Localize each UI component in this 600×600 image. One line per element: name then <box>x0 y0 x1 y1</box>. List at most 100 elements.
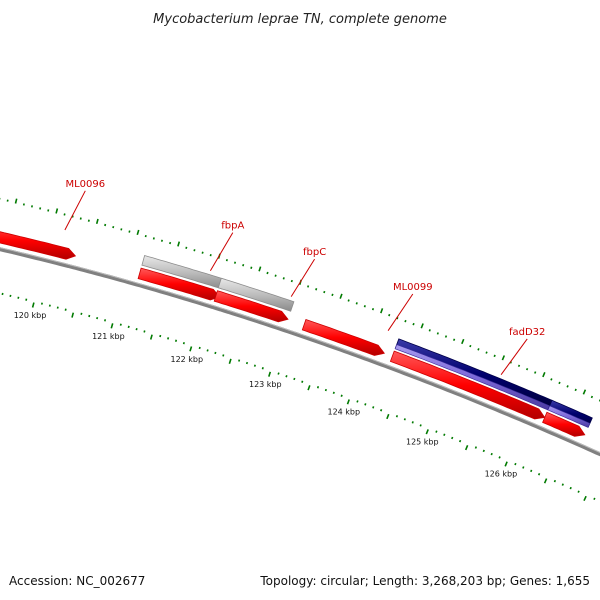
inner-tick <box>537 472 541 476</box>
outer-tick <box>331 293 334 297</box>
inner-tick <box>25 298 28 301</box>
outer-tick <box>193 249 196 252</box>
inner-tick <box>504 461 508 467</box>
gene-labels: ML0096 fbpA fbpC ML0099 fadD32 <box>64 179 545 375</box>
label-leader-line <box>64 190 86 231</box>
gene-feature-grey[interactable] <box>217 277 295 312</box>
outer-tick <box>420 323 424 329</box>
inner-tick <box>332 391 335 395</box>
gene-feature-fadD32[interactable] <box>389 350 546 420</box>
scale-label: 126 kbp <box>485 469 518 478</box>
gene-feature-red[interactable] <box>0 222 77 260</box>
inner-tick <box>451 436 454 440</box>
inner-tick <box>285 375 288 378</box>
outer-tick <box>177 241 181 247</box>
inner-tick <box>71 312 75 318</box>
outer-tick <box>574 388 577 392</box>
inner-tick <box>277 372 280 375</box>
label-leader-line <box>500 338 528 375</box>
outer-tick <box>582 389 587 395</box>
outer-tick <box>104 223 107 227</box>
inner-tick <box>143 330 146 333</box>
inner-tick <box>261 367 264 370</box>
gene-label-ml0099: ML0099 <box>393 282 433 293</box>
inner-tick <box>569 486 572 490</box>
outer-tick <box>493 354 496 358</box>
inner-tick <box>135 327 138 331</box>
scale-labels: 120 kbp 121 kbp 122 kbp 123 kbp 124 kbp 125 k… <box>14 311 518 478</box>
inner-tick <box>189 346 193 352</box>
outer-tick <box>363 305 366 308</box>
inner-tick <box>104 319 107 322</box>
inner-tick <box>346 399 350 405</box>
map-title: Mycobacterium leprae TN, complete genome <box>153 12 447 27</box>
inner-tick <box>464 444 469 451</box>
inner-tick <box>48 304 51 307</box>
gene-label-fbpc: fbpC <box>303 247 326 258</box>
outer-tick <box>120 228 123 231</box>
outer-tick <box>144 234 147 238</box>
inner-tick <box>324 388 327 392</box>
gene-feature-fbpC[interactable] <box>213 290 289 323</box>
outer-tick <box>388 313 391 317</box>
gene-label-fbpa: fbpA <box>221 221 244 232</box>
inner-tick <box>253 364 256 367</box>
inner-tick <box>386 413 390 420</box>
outer-tick <box>258 266 262 272</box>
inner-tick <box>411 421 414 424</box>
outer-tick <box>339 293 343 299</box>
outer-tick <box>371 308 375 311</box>
outer-tick <box>436 332 439 335</box>
outer-tick <box>404 319 407 323</box>
outer-tick <box>347 299 350 302</box>
outer-tick <box>160 239 163 242</box>
outer-tick <box>452 338 456 342</box>
inner-tick <box>474 446 478 449</box>
accession-text: Accession: NC_002677 <box>9 574 146 588</box>
inner-tick <box>198 346 201 350</box>
inner-tick <box>593 497 596 501</box>
inner-tick <box>40 302 43 305</box>
inner-tick-ring <box>1 292 596 502</box>
backbone-highlight <box>0 247 600 454</box>
inner-tick <box>561 483 564 486</box>
outer-tick <box>14 198 18 204</box>
gene-feature-ML0099[interactable] <box>301 318 385 356</box>
inner-tick <box>238 359 241 362</box>
inner-tick <box>425 429 429 435</box>
gene-feature-red[interactable] <box>542 411 586 437</box>
scale-label: 124 kbp <box>327 408 360 417</box>
outer-tick <box>79 217 82 220</box>
inner-tick <box>174 339 178 342</box>
inner-tick <box>56 306 59 309</box>
inner-tick <box>1 292 4 296</box>
outer-tick <box>428 329 431 332</box>
scale-label: 122 kbp <box>170 355 203 364</box>
inner-tick <box>364 403 367 406</box>
outer-tick <box>307 285 310 288</box>
gene-label-fadd32: fadD32 <box>509 327 545 338</box>
outer-tick <box>461 338 465 345</box>
inner-tick <box>522 466 525 469</box>
outer-tick <box>315 288 318 291</box>
genome-backbone <box>0 247 600 457</box>
inner-tick <box>167 337 170 340</box>
label-leader-line <box>387 293 414 331</box>
outer-tick <box>39 207 42 210</box>
outer-tick <box>501 355 506 361</box>
inner-tick <box>380 409 383 412</box>
outer-tick <box>95 218 99 225</box>
outer-tick <box>323 290 326 294</box>
inner-tick <box>514 462 517 466</box>
inner-tick <box>372 406 375 409</box>
scale-label: 125 kbp <box>406 437 439 446</box>
outer-tick <box>469 344 472 348</box>
outer-tick <box>412 322 415 326</box>
outer-tick <box>47 209 50 212</box>
inner-tick <box>149 334 153 340</box>
inner-tick <box>245 361 249 365</box>
outer-tick <box>250 266 253 269</box>
inner-tick <box>490 452 493 456</box>
outer-tick <box>55 208 59 214</box>
label-leader-line <box>290 258 316 297</box>
